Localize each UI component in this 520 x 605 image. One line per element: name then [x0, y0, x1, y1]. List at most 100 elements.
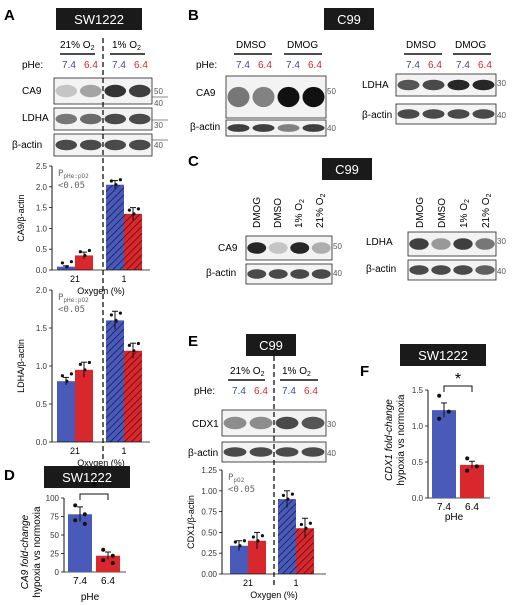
blot-band [397, 109, 420, 119]
panel-a: A SW1222 21% O2 1% O2 pHe: 7.4 6.4 7.4 6… [4, 7, 168, 468]
y-tick-label: 1.0 [36, 362, 48, 371]
significance-bracket [79, 493, 109, 500]
blot-band [252, 86, 275, 108]
band-label: β-actin [190, 122, 220, 133]
blot-band [290, 242, 310, 254]
blot-strip [395, 73, 497, 97]
blot-band [302, 86, 325, 108]
data-point [127, 343, 131, 347]
blot-band [277, 124, 300, 132]
x-tick-label: 7.4 [437, 502, 451, 513]
y-axis-label: CDX1 fold-change [384, 399, 395, 481]
mw-marker: 40 [327, 124, 336, 133]
y-tick-label: 1.5 [36, 324, 48, 333]
data-point [118, 311, 122, 315]
phe-value: 7.4 [456, 60, 470, 71]
data-point [281, 493, 285, 497]
bar [75, 255, 93, 270]
blot-band [275, 416, 299, 430]
lane-label-text: 1% O [459, 203, 470, 228]
phe-label: pHe: [22, 60, 43, 71]
bar [75, 369, 93, 442]
phe-value: 6.4 [308, 60, 322, 71]
band-label: β-actin [362, 110, 392, 121]
y-tick-label: 100 [46, 494, 60, 503]
phe-value: 7.4 [232, 386, 246, 397]
y-tick-label: 0 [55, 568, 60, 577]
blot-strip [407, 259, 497, 281]
blot-band [290, 269, 310, 279]
blot-band [422, 79, 445, 91]
blot-band [249, 416, 273, 430]
phe-value: 7.4 [282, 386, 296, 397]
lane-label: DMSO [273, 198, 284, 228]
x-tick-label: 6.4 [101, 576, 115, 587]
blot-band [409, 238, 429, 250]
mw-marker: 40 [333, 269, 342, 278]
stat-sub: pHe:pO2 [63, 173, 89, 180]
mw-marker: 30 [497, 79, 506, 88]
blot-band [249, 447, 273, 457]
blot-band [223, 447, 247, 457]
stat-sub: pO2 [233, 477, 244, 484]
x-axis-label: Oxygen (%) [250, 590, 298, 600]
data-point [101, 547, 106, 552]
data-point [83, 368, 87, 372]
data-point [286, 497, 290, 501]
data-point [78, 250, 82, 254]
blot-band [301, 447, 325, 457]
blot-band [431, 238, 451, 250]
blot-band [453, 238, 473, 250]
data-point [87, 248, 91, 253]
data-point [60, 374, 64, 378]
y-tick-label: 50 [50, 531, 59, 540]
data-point [87, 360, 91, 365]
data-point [83, 253, 87, 258]
band-label: LDHA [362, 80, 389, 91]
data-point [233, 540, 237, 544]
band-label: LDHA [366, 237, 393, 248]
data-point [304, 526, 308, 530]
lane-label: 21% O2 [315, 193, 327, 228]
blot-band [268, 269, 288, 279]
y-axis-label: hypoxia vs normoxia [396, 394, 407, 486]
data-point [465, 468, 470, 473]
phe-value: 6.4 [304, 386, 318, 397]
x-tick-label: 6.4 [465, 502, 479, 513]
data-point [127, 208, 131, 212]
significance-bracket [443, 385, 473, 392]
y-tick-label: 0.25 [201, 549, 217, 558]
blot-strip [225, 119, 327, 137]
blot-strip [395, 103, 497, 125]
bar [432, 410, 456, 498]
band-label: CA9 [22, 86, 42, 97]
data-point [110, 553, 115, 558]
condition-hypoxia: 1% O2 [282, 366, 311, 378]
phe-value: 6.4 [84, 60, 98, 71]
cell-line-badge: SW1222 [62, 470, 112, 485]
y-tick-label: 1.5 [36, 204, 48, 213]
panel-letter: E [188, 333, 198, 350]
mw-marker: 50 [327, 87, 336, 96]
blot-band [247, 269, 267, 279]
condition-hypoxia: 1% O2 [112, 40, 141, 52]
data-point [69, 372, 73, 376]
data-point [65, 379, 69, 383]
condition-normoxia: 21% O2 [60, 40, 95, 52]
lane-label-sub: 2 [464, 199, 471, 203]
data-point [260, 534, 264, 538]
blot-band [397, 79, 420, 91]
treatment-label: DMSO [236, 40, 266, 51]
bar [68, 514, 92, 572]
mw-marker: 40 [497, 267, 506, 276]
mw-marker: 30 [154, 121, 163, 130]
bar [296, 528, 314, 574]
bar [124, 213, 142, 270]
x-tick-label: 7.4 [73, 576, 87, 587]
data-point [132, 349, 136, 353]
stat-p: P [58, 293, 64, 303]
blot-band [453, 265, 473, 275]
y-tick-label: 0.0 [36, 266, 48, 275]
badge-bg [324, 8, 374, 30]
blot-band [104, 84, 127, 98]
